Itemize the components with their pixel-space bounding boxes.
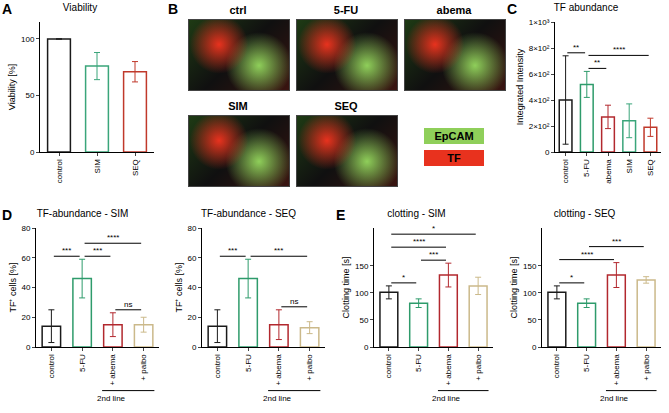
- svg-text:****: ****: [413, 237, 425, 246]
- html-text:SIM: SIM: [228, 100, 248, 112]
- svg-text:***: ***: [62, 246, 71, 255]
- svg-text:control: control: [47, 354, 56, 378]
- svg-text:20: 20: [21, 313, 30, 322]
- svg-text:abema: abema: [604, 159, 613, 184]
- svg-text:control: control: [561, 159, 570, 183]
- svg-text:ns: ns: [290, 297, 298, 306]
- html-text:SEQ: SEQ: [334, 100, 358, 112]
- html-text:TF: TF: [447, 152, 461, 164]
- html-text:abema: abema: [436, 4, 472, 16]
- svg-text:***: ***: [429, 250, 438, 259]
- svg-text:+ palbo: + palbo: [642, 354, 651, 381]
- svg-text:SIM: SIM: [625, 159, 634, 174]
- svg-text:SEQ: SEQ: [131, 159, 140, 176]
- svg-text:5-FU: 5-FU: [244, 354, 253, 372]
- svg-text:control: control: [552, 354, 561, 378]
- svg-text:1×10³: 1×10³: [529, 18, 550, 27]
- svg-text:TF⁺ cells [%]: TF⁺ cells [%]: [8, 262, 18, 312]
- svg-text:50: 50: [25, 91, 34, 100]
- svg-text:*: *: [402, 273, 405, 282]
- svg-text:Viability: Viability: [63, 2, 97, 13]
- svg-text:ns: ns: [124, 300, 132, 309]
- svg-text:60: 60: [187, 254, 196, 263]
- svg-text:**: **: [573, 43, 579, 52]
- svg-text:*: *: [432, 224, 435, 233]
- html-text:A: A: [2, 1, 13, 17]
- svg-text:2nd line: 2nd line: [263, 394, 292, 403]
- html-text:D: D: [2, 207, 13, 223]
- svg-text:80: 80: [21, 224, 30, 233]
- svg-text:80: 80: [187, 224, 196, 233]
- svg-text:0: 0: [364, 343, 369, 352]
- svg-text:2×10²: 2×10²: [529, 122, 550, 131]
- svg-text:****: ****: [613, 45, 625, 54]
- svg-text:TF⁺ cells [%]: TF⁺ cells [%]: [174, 262, 184, 312]
- svg-text:Integrated Intensity: Integrated Intensity: [515, 48, 525, 125]
- svg-text:Viability [%]: Viability [%]: [7, 64, 17, 110]
- svg-text:5-FU: 5-FU: [414, 354, 423, 372]
- svg-text:0: 0: [192, 343, 197, 352]
- svg-text:40: 40: [187, 283, 196, 292]
- svg-text:150: 150: [355, 262, 369, 271]
- svg-text:****: ****: [581, 250, 593, 259]
- svg-text:5-FU: 5-FU: [582, 354, 591, 372]
- svg-text:**: **: [594, 58, 600, 67]
- svg-text:60: 60: [21, 254, 30, 263]
- svg-text:+ abema: + abema: [108, 354, 117, 386]
- svg-text:+ palbo: + palbo: [474, 354, 483, 381]
- svg-text:***: ***: [93, 246, 102, 255]
- svg-text:clotting - SEQ: clotting - SEQ: [554, 208, 616, 219]
- svg-text:Clotting time [s]: Clotting time [s]: [341, 256, 351, 318]
- svg-text:TF abundance: TF abundance: [554, 2, 619, 13]
- svg-text:2nd line: 2nd line: [432, 394, 461, 403]
- svg-text:100: 100: [355, 289, 369, 298]
- svg-text:+ palbo: + palbo: [305, 354, 314, 381]
- svg-text:SEQ: SEQ: [646, 159, 655, 176]
- svg-text:50: 50: [359, 316, 368, 325]
- svg-text:20: 20: [187, 313, 196, 322]
- html-text:E: E: [336, 207, 346, 223]
- svg-text:control: control: [384, 354, 393, 378]
- svg-text:*: *: [570, 273, 573, 282]
- svg-text:5-FU: 5-FU: [582, 159, 591, 177]
- svg-text:clotting - SIM: clotting - SIM: [387, 208, 445, 219]
- svg-text:SIM: SIM: [93, 159, 102, 174]
- svg-text:0: 0: [545, 148, 550, 157]
- svg-text:2nd line: 2nd line: [600, 394, 629, 403]
- svg-text:6×10²: 6×10²: [529, 70, 550, 79]
- svg-text:0: 0: [532, 343, 537, 352]
- svg-text:+ abema: + abema: [612, 354, 621, 386]
- svg-text:****: ****: [107, 233, 119, 242]
- svg-text:control: control: [213, 354, 222, 378]
- svg-text:+ palbo: + palbo: [139, 354, 148, 381]
- svg-text:100: 100: [21, 35, 35, 44]
- svg-text:2nd line: 2nd line: [97, 394, 126, 403]
- html-text:B: B: [168, 1, 179, 17]
- svg-text:***: ***: [228, 246, 237, 255]
- svg-text:TF-abundance - SIM: TF-abundance - SIM: [37, 208, 129, 219]
- svg-text:Clotting time [s]: Clotting time [s]: [509, 256, 519, 318]
- svg-text:40: 40: [21, 283, 30, 292]
- svg-text:***: ***: [274, 246, 283, 255]
- svg-text:0: 0: [26, 343, 31, 352]
- svg-text:+ abema: + abema: [274, 354, 283, 386]
- html-text:ctrl: ctrl: [229, 4, 247, 16]
- html-text:5-FU: 5-FU: [333, 4, 359, 16]
- svg-text:***: ***: [612, 237, 621, 246]
- svg-text:control: control: [55, 159, 64, 183]
- svg-text:8×10²: 8×10²: [529, 44, 550, 53]
- svg-text:4×10²: 4×10²: [529, 96, 550, 105]
- svg-text:150: 150: [523, 262, 537, 271]
- svg-text:+ abema: + abema: [444, 354, 453, 386]
- svg-text:5-FU: 5-FU: [78, 354, 87, 372]
- svg-text:50: 50: [527, 316, 536, 325]
- html-text:EpCAM: EpCAM: [434, 130, 474, 142]
- svg-text:100: 100: [523, 289, 537, 298]
- html-text:C: C: [507, 1, 518, 17]
- svg-text:0: 0: [30, 148, 35, 157]
- svg-text:TF-abundance - SEQ: TF-abundance - SEQ: [201, 208, 296, 219]
